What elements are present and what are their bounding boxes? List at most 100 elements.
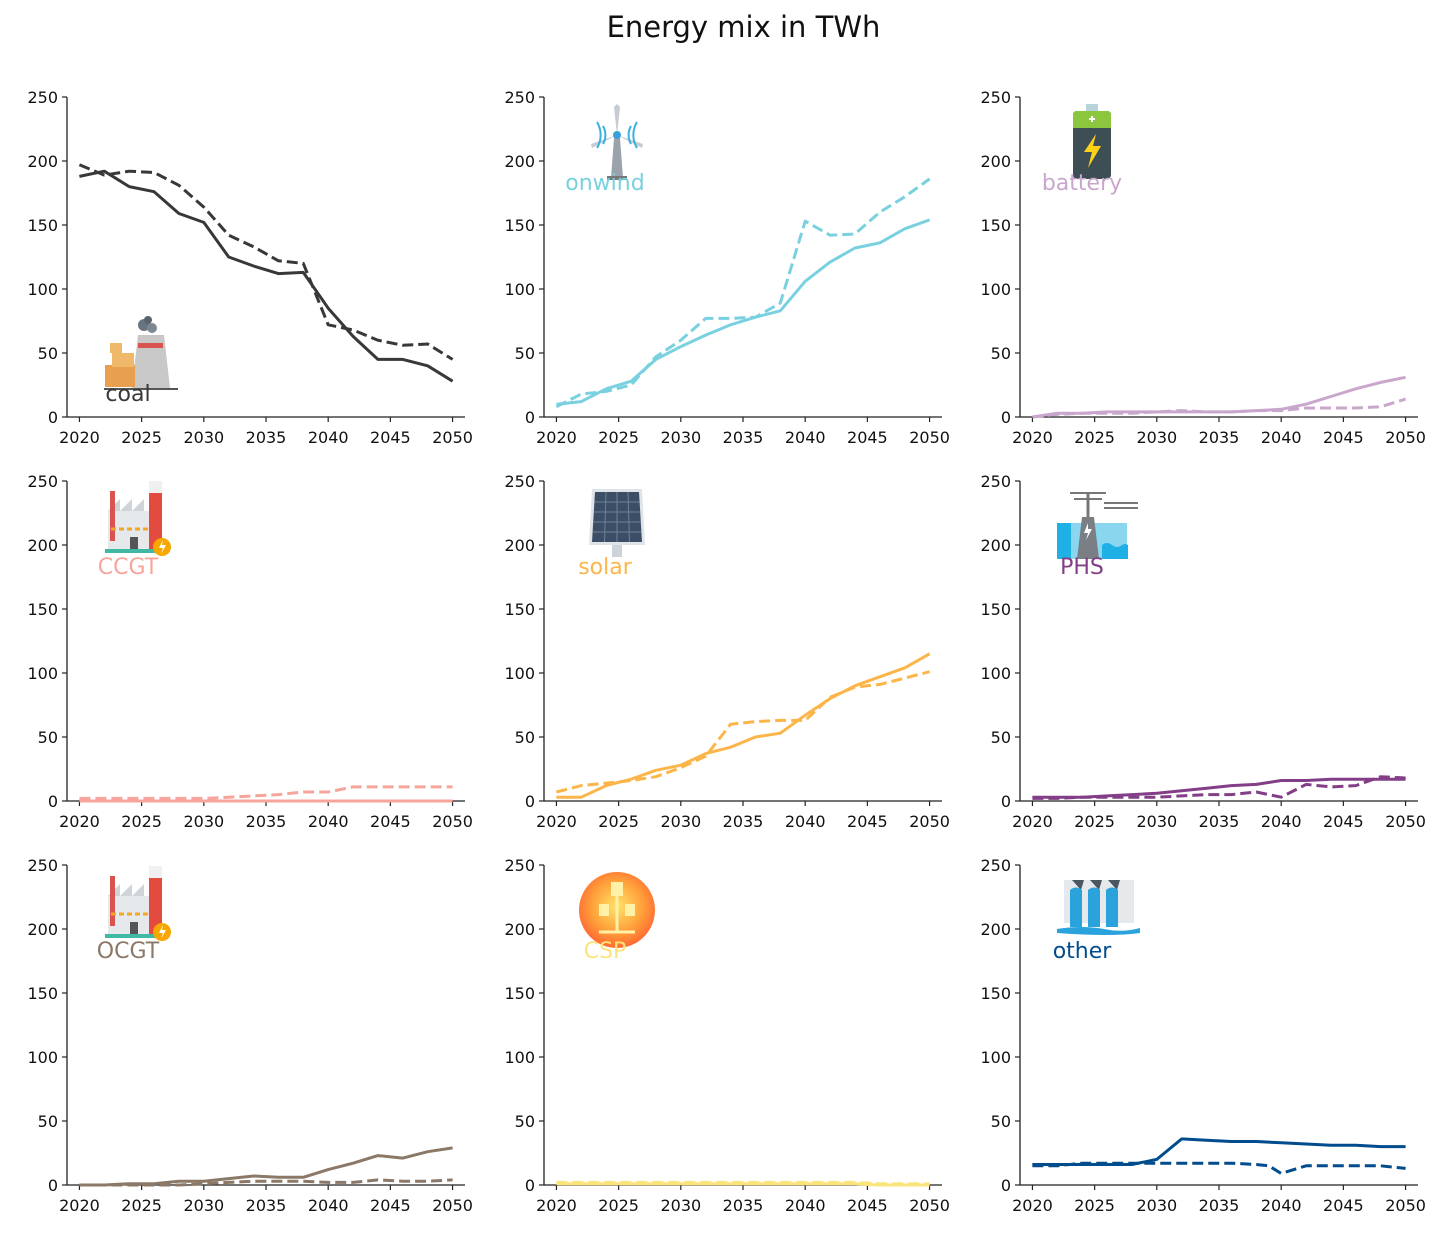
y-tick-label: 250 <box>27 472 58 491</box>
y-tick-label: 0 <box>1001 1176 1011 1195</box>
y-tick-label: 50 <box>38 1112 58 1131</box>
gas-plant-icon <box>105 481 171 556</box>
y-tick-label: 250 <box>980 472 1011 491</box>
x-tick-label: 2020 <box>59 812 100 831</box>
technology-label: solar <box>578 555 633 580</box>
y-tick-label: 100 <box>980 1048 1011 1067</box>
x-tick-label: 2030 <box>1136 428 1177 447</box>
x-tick-label: 2045 <box>370 428 411 447</box>
x-tick-label: 2030 <box>1136 812 1177 831</box>
y-tick-label: 0 <box>1001 792 1011 811</box>
x-tick-label: 2020 <box>536 812 577 831</box>
technology-label: CCGT <box>98 555 159 580</box>
y-tick-label: 150 <box>980 216 1011 235</box>
x-tick-label: 2025 <box>598 812 639 831</box>
csp-sun-icon <box>579 872 655 948</box>
x-tick-label: 2050 <box>909 428 950 447</box>
x-tick-label: 2030 <box>183 812 224 831</box>
pumped-hydro-icon <box>1057 492 1138 559</box>
x-tick-label: 2025 <box>1074 812 1115 831</box>
x-tick-label: 2030 <box>660 812 701 831</box>
x-tick-label: 2035 <box>723 428 764 447</box>
y-tick-label: 150 <box>504 600 535 619</box>
solar-panel-icon <box>589 489 645 557</box>
y-tick-label: 100 <box>27 664 58 683</box>
x-tick-label: 2035 <box>246 428 287 447</box>
x-tick-label: 2050 <box>432 1196 473 1215</box>
x-tick-label: 2050 <box>1385 428 1426 447</box>
y-tick-label: 0 <box>1001 408 1011 427</box>
y-tick-label: 100 <box>504 664 535 683</box>
y-tick-label: 50 <box>991 344 1011 363</box>
x-tick-label: 2045 <box>1323 1196 1364 1215</box>
series-line-solid <box>79 169 454 383</box>
y-tick-label: 100 <box>27 1048 58 1067</box>
y-tick-label: 200 <box>27 152 58 171</box>
x-tick-label: 2040 <box>308 428 349 447</box>
battery-icon <box>1073 104 1111 179</box>
y-tick-label: 200 <box>980 536 1011 555</box>
y-tick-label: 50 <box>991 728 1011 747</box>
x-tick-label: 2020 <box>1012 812 1053 831</box>
series-line-solid <box>1032 777 1406 799</box>
y-tick-label: 200 <box>980 152 1011 171</box>
y-tick-label: 0 <box>525 1176 535 1195</box>
panel-ocgt: 0 50 100 150 200 250 2020 2025 2030 2035 2040 2045 2… <box>27 856 472 1215</box>
x-tick-label: 2045 <box>1323 812 1364 831</box>
x-tick-label: 2040 <box>1261 1196 1302 1215</box>
x-tick-label: 2045 <box>370 1196 411 1215</box>
x-tick-label: 2045 <box>847 428 888 447</box>
y-tick-label: 250 <box>504 472 535 491</box>
technology-label: CSP <box>584 939 627 964</box>
x-tick-label: 2035 <box>723 812 764 831</box>
panel-other: 0 50 100 150 200 250 2020 2025 2030 2035 2040 2045 2… <box>980 856 1425 1215</box>
x-tick-label: 2025 <box>121 428 162 447</box>
x-tick-label: 2025 <box>121 812 162 831</box>
panel-ccgt: 0 50 100 150 200 250 2020 2025 2030 2035 2040 2045 2… <box>27 472 472 831</box>
y-tick-label: 250 <box>504 88 535 107</box>
y-tick-label: 150 <box>27 984 58 1003</box>
y-tick-label: 150 <box>980 984 1011 1003</box>
x-tick-label: 2035 <box>246 812 287 831</box>
y-tick-label: 0 <box>48 408 58 427</box>
x-tick-label: 2040 <box>1261 428 1302 447</box>
x-tick-label: 2025 <box>1074 428 1115 447</box>
x-tick-label: 2040 <box>1261 812 1302 831</box>
technology-label: onwind <box>565 171 644 196</box>
x-tick-label: 2020 <box>59 428 100 447</box>
panel-solar: 0 50 100 150 200 250 2020 2025 2030 2035 2040 2045 2… <box>504 472 949 831</box>
y-tick-label: 200 <box>504 152 535 171</box>
panel-phs: 0 50 100 150 200 250 2020 2025 2030 2035 2040 2045 2… <box>980 472 1425 831</box>
x-tick-label: 2030 <box>183 428 224 447</box>
x-tick-label: 2025 <box>598 428 639 447</box>
y-tick-label: 100 <box>980 664 1011 683</box>
panel-csp: 0 50 100 150 200 250 2020 2025 2030 2035 2040 2045 2… <box>504 856 949 1215</box>
series-line-dashed <box>1032 397 1407 419</box>
series-line-solid <box>1032 1137 1406 1166</box>
technology-label: coal <box>105 382 150 407</box>
series-line-solid <box>556 652 931 799</box>
x-tick-label: 2040 <box>308 812 349 831</box>
coal-plant-icon <box>104 316 178 390</box>
series-line-solid <box>556 218 931 406</box>
technology-label: other <box>1053 939 1113 964</box>
x-tick-label: 2050 <box>1385 1196 1426 1215</box>
y-tick-label: 0 <box>48 1176 58 1195</box>
y-tick-label: 100 <box>504 1048 535 1067</box>
x-tick-label: 2025 <box>598 1196 639 1215</box>
y-tick-label: 100 <box>27 280 58 299</box>
x-tick-label: 2040 <box>785 812 826 831</box>
x-tick-label: 2050 <box>909 812 950 831</box>
series-line-dashed <box>1032 1161 1406 1175</box>
y-tick-label: 150 <box>27 600 58 619</box>
y-tick-label: 100 <box>504 280 535 299</box>
y-tick-label: 200 <box>27 536 58 555</box>
figure-title: Energy mix in TWh <box>606 10 881 44</box>
x-tick-label: 2035 <box>1199 1196 1240 1215</box>
y-tick-label: 50 <box>515 344 535 363</box>
panel-battery: 0 50 100 150 200 250 2020 2025 2030 2035 2040 2045 2… <box>980 88 1425 447</box>
x-tick-label: 2035 <box>723 1196 764 1215</box>
y-tick-label: 200 <box>504 536 535 555</box>
x-tick-label: 2045 <box>847 812 888 831</box>
